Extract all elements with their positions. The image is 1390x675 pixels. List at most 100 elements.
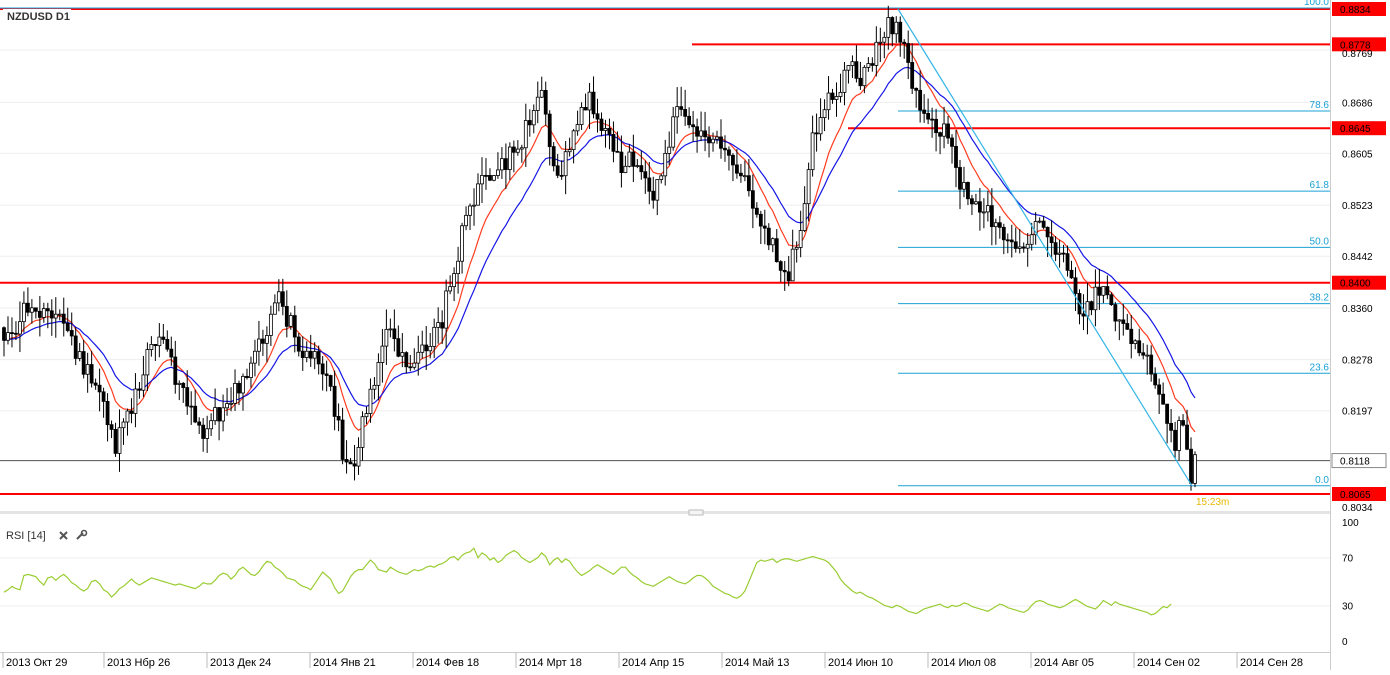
candle-body-down bbox=[97, 384, 102, 393]
candle bbox=[253, 339, 257, 377]
candle bbox=[993, 218, 998, 245]
candle bbox=[336, 403, 341, 432]
panel-resize-handle[interactable] bbox=[688, 509, 704, 516]
candle-body-down bbox=[647, 177, 652, 192]
candle-body-down bbox=[997, 222, 1002, 228]
candle-body-up bbox=[312, 351, 317, 359]
candle bbox=[742, 160, 747, 182]
candle-body-up bbox=[41, 308, 46, 318]
fibonacci-retracement[interactable]: 100.0 78.6 61.8 50.0 38.2 23.6 0.0 bbox=[0, 0, 1330, 487]
candle-body-up bbox=[822, 109, 827, 119]
trendline-line[interactable] bbox=[897, 8, 1193, 487]
candle bbox=[934, 108, 938, 152]
candle-body-down bbox=[320, 363, 325, 375]
candle bbox=[400, 333, 405, 368]
candle bbox=[543, 81, 548, 126]
candle bbox=[276, 279, 281, 312]
candle bbox=[671, 106, 676, 151]
candle-body-up bbox=[1117, 319, 1122, 322]
trendline[interactable] bbox=[897, 8, 1193, 487]
candle-body-down bbox=[1065, 253, 1070, 271]
fib-level-label: 100.0 bbox=[1304, 0, 1329, 8]
candle-body-down bbox=[328, 375, 333, 387]
candle bbox=[810, 115, 815, 177]
candle-body-down bbox=[858, 77, 863, 87]
candle bbox=[770, 237, 775, 253]
candle-body-up bbox=[886, 17, 891, 38]
candle bbox=[153, 344, 158, 362]
candle bbox=[384, 309, 389, 365]
candle-body-up bbox=[205, 428, 210, 439]
candle-body-up bbox=[53, 313, 58, 319]
candle-body-down bbox=[137, 388, 142, 391]
candle-body-up bbox=[22, 302, 26, 323]
candle bbox=[981, 198, 986, 229]
candle-body-up bbox=[264, 335, 269, 344]
candle-body-up bbox=[77, 351, 82, 359]
horizontal-levels[interactable]: 0.8834 0.8778 0.8645 0.8400 0.8065 0.8118 bbox=[0, 2, 1387, 501]
candle-body-down bbox=[723, 147, 727, 151]
wrench-icon[interactable] bbox=[76, 529, 88, 540]
candle-body-down bbox=[316, 351, 321, 365]
candle-body-down bbox=[1009, 239, 1014, 243]
candle-body-up bbox=[400, 352, 405, 357]
candle-body-down bbox=[109, 424, 114, 430]
candle bbox=[1013, 227, 1018, 253]
candle-body-down bbox=[440, 322, 445, 329]
candle-body-up bbox=[818, 117, 823, 135]
level-price-tag bbox=[1332, 2, 1386, 16]
candle bbox=[173, 340, 178, 394]
candle-body-down bbox=[153, 344, 158, 347]
candle-body-up bbox=[866, 63, 871, 68]
candle-body-up bbox=[141, 374, 146, 391]
candle bbox=[137, 381, 142, 399]
candle-body-down bbox=[746, 175, 751, 192]
candle-body-up bbox=[480, 174, 484, 185]
candle bbox=[480, 157, 484, 203]
fib-level-label: 78.6 bbox=[1310, 100, 1330, 111]
candle bbox=[161, 323, 166, 344]
candle-body-up bbox=[1033, 221, 1038, 236]
candle bbox=[938, 131, 942, 155]
candle bbox=[555, 154, 560, 179]
candle-body-up bbox=[981, 211, 986, 214]
candle-body-up bbox=[452, 273, 457, 288]
candle-body-up bbox=[412, 362, 417, 368]
candle bbox=[619, 135, 624, 188]
candle-body-up bbox=[6, 332, 10, 341]
candle-body-up bbox=[711, 138, 715, 144]
candle bbox=[989, 188, 994, 246]
rsi-panel: 100 70 30 0 bbox=[3, 518, 1359, 648]
candle-body-down bbox=[197, 421, 202, 426]
candle bbox=[1117, 319, 1122, 341]
candle-body-down bbox=[65, 322, 70, 331]
time-tick-label: 2014 Янв 21 bbox=[313, 657, 376, 669]
candle-body-up bbox=[468, 205, 472, 216]
candle-body-up bbox=[384, 328, 389, 347]
candle-body-up bbox=[663, 153, 668, 177]
candle-body-up bbox=[1133, 340, 1138, 345]
candle-body-up bbox=[380, 345, 385, 363]
candle-body-down bbox=[1165, 403, 1170, 424]
candle-body-down bbox=[946, 123, 950, 139]
candle bbox=[1129, 314, 1134, 359]
candle bbox=[452, 267, 457, 302]
candle-body-down bbox=[989, 205, 994, 228]
rsi-tick-label: 100 bbox=[1342, 518, 1359, 529]
candle-body-down bbox=[551, 146, 556, 167]
candle-body-down bbox=[599, 118, 604, 131]
candle-body-up bbox=[388, 328, 393, 331]
rsi-tick-label: 70 bbox=[1342, 554, 1354, 565]
price-tick-label: 0.8769 bbox=[1342, 49, 1373, 60]
candle-body-up bbox=[85, 364, 90, 375]
close-icon[interactable] bbox=[59, 531, 68, 540]
candle-body-up bbox=[882, 36, 887, 43]
panel-separator[interactable] bbox=[0, 511, 1330, 514]
candle-body-up bbox=[1037, 220, 1042, 223]
candle bbox=[731, 153, 735, 182]
candle bbox=[456, 246, 460, 294]
candle-body-down bbox=[774, 238, 779, 263]
candle bbox=[583, 93, 588, 111]
